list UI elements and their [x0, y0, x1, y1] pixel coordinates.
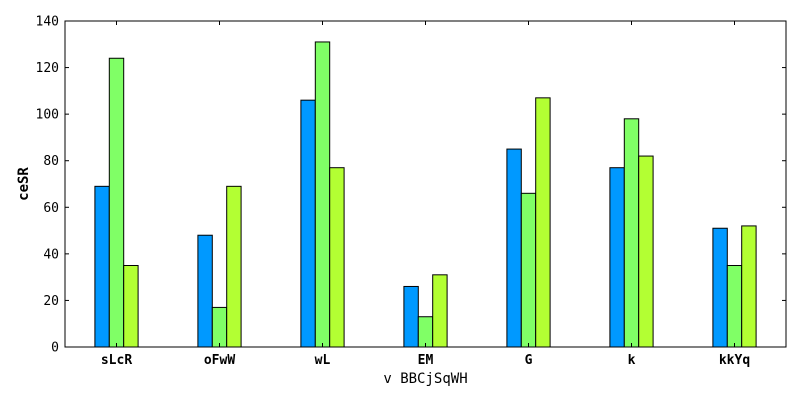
x-tick-label: k — [628, 353, 636, 368]
bar-sLcR-series-3 — [124, 266, 138, 348]
y-tick-label: 140 — [36, 15, 59, 30]
bar-oFwW-series-3 — [227, 186, 241, 347]
bar-wL-series-3 — [330, 168, 344, 347]
bar-oFwW-series-1 — [198, 235, 212, 347]
bar-EM-series-2 — [418, 317, 432, 347]
bar-k-series-3 — [639, 156, 653, 347]
x-tick-label: oFwW — [204, 353, 235, 368]
bar-kkYq-series-2 — [727, 266, 741, 348]
bar-G-series-2 — [521, 193, 535, 347]
y-axis-label: ceSR — [16, 167, 32, 201]
y-tick-label: 20 — [43, 294, 59, 309]
bar-sLcR-series-2 — [109, 58, 123, 347]
x-tick-label: G — [525, 353, 533, 368]
bar-k-series-2 — [624, 119, 638, 347]
bar-oFwW-series-2 — [212, 307, 226, 347]
bar-G-series-1 — [507, 149, 521, 347]
bar-EM-series-3 — [433, 275, 447, 347]
y-tick-label: 60 — [43, 201, 59, 216]
bar-wL-series-1 — [301, 100, 315, 347]
bar-kkYq-series-3 — [742, 226, 756, 347]
x-tick-label: wL — [315, 353, 331, 368]
x-tick-label: sLcR — [101, 353, 132, 368]
y-tick-label: 120 — [36, 61, 59, 76]
y-tick-label: 100 — [36, 108, 59, 123]
x-tick-label: EM — [418, 353, 434, 368]
bars-group — [95, 42, 756, 347]
bar-EM-series-1 — [404, 286, 418, 347]
bar-kkYq-series-1 — [713, 228, 727, 347]
plot-frame — [65, 21, 786, 347]
bar-sLcR-series-1 — [95, 186, 109, 347]
bar-G-series-3 — [536, 98, 550, 347]
bar-wL-series-2 — [315, 42, 329, 347]
x-tick-label: kkYq — [719, 353, 750, 368]
bar-k-series-1 — [610, 168, 624, 347]
x-axis-label: v BBCjSqWH — [383, 371, 467, 387]
y-tick-label: 0 — [51, 341, 59, 356]
y-tick-label: 40 — [43, 247, 59, 262]
y-tick-label: 80 — [43, 154, 59, 169]
